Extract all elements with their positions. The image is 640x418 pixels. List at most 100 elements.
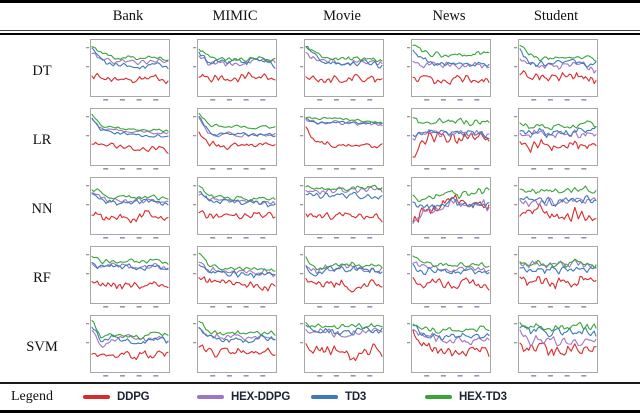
column-header-label: Bank: [112, 8, 144, 24]
series-line-td3: [412, 263, 490, 276]
row-label: NN: [31, 201, 53, 217]
series-line-td3: [91, 326, 169, 345]
series-line-ddpg: [91, 72, 169, 85]
table-bottom-rule: [0, 410, 640, 413]
series-line-ddpg: [305, 73, 383, 84]
series-line-td3: [412, 129, 490, 140]
plot-cell: [84, 177, 191, 242]
series-line-ddpg: [198, 344, 276, 358]
legend-rule: [0, 382, 640, 384]
plot-cell: [298, 108, 405, 173]
series-line-td3: [198, 191, 276, 208]
plot-cell: [512, 39, 619, 104]
series-line-hex-td3: [305, 256, 383, 271]
legend-item-td3: TD3: [311, 391, 425, 403]
series-line-hex-ddpg: [198, 55, 276, 67]
series-line-td3: [198, 115, 276, 138]
series-line-hex-td3: [412, 323, 490, 334]
subplot-rf-movie: [300, 246, 384, 308]
subplot-svm-news: [407, 315, 491, 377]
series-line-hex-ddpg: [198, 261, 276, 278]
series-line-hex-td3: [305, 322, 383, 330]
series-line-ddpg: [305, 278, 383, 293]
plot-cell: [191, 108, 298, 173]
series-line-hex-td3: [412, 187, 490, 202]
series-line-hex-td3: [305, 184, 383, 192]
column-header-label: MIMIC: [212, 8, 258, 24]
subplot-dt-movie: [300, 39, 384, 101]
plot-cell: [191, 39, 298, 104]
plot-cell: [84, 315, 191, 380]
hex-td3-color-swatch: [425, 395, 452, 399]
series-line-ddpg: [91, 350, 169, 361]
legend-row: Legend DDPG HEX-DDPG TD3 HEX-TD3: [0, 384, 640, 410]
subplot-dt-news: [407, 39, 491, 101]
subplot-nn-news: [407, 177, 491, 239]
plot-cell: [512, 177, 619, 242]
series-line-td3: [198, 326, 276, 344]
series-line-ddpg: [305, 211, 383, 223]
series-line-td3: [305, 265, 383, 277]
plot-row-svm: SVM: [0, 313, 640, 382]
series-line-ddpg: [305, 126, 383, 149]
series-line-td3: [305, 324, 383, 336]
subplot-lr-student: [514, 108, 598, 170]
plot-grid: DT LR NN RF SVM: [0, 37, 640, 382]
subplot-lr-movie: [300, 108, 384, 170]
series-line-td3: [91, 117, 169, 138]
column-header-label: Movie: [323, 8, 361, 24]
series-line-hex-td3: [412, 117, 490, 127]
series-line-hex-td3: [412, 255, 490, 268]
subplot-lr-mimic: [193, 108, 277, 170]
column-header-row: Bank MIMIC Movie News Student: [0, 3, 640, 30]
series-line-ddpg: [198, 131, 276, 151]
legend-item-label: DDPG: [117, 391, 150, 403]
subplot-svm-student: [514, 315, 598, 377]
subplot-dt-mimic: [193, 39, 277, 101]
series-line-hex-ddpg: [412, 128, 490, 141]
series-line-hex-td3: [91, 320, 169, 340]
series-line-td3: [412, 196, 490, 210]
series-line-ddpg: [412, 329, 490, 357]
subplot-nn-movie: [300, 177, 384, 239]
series-line-td3: [519, 266, 597, 275]
series-line-ddpg: [91, 210, 169, 224]
series-line-ddpg: [412, 277, 490, 291]
plot-cell: [405, 246, 512, 311]
series-line-ddpg: [198, 71, 276, 83]
series-line-hex-ddpg: [198, 193, 276, 206]
series-line-hex-td3: [519, 321, 597, 332]
row-label: RF: [33, 270, 51, 286]
series-line-hex-td3: [198, 252, 276, 272]
legend-item-hex-ddpg: HEX-DDPG: [197, 391, 311, 403]
subplot-rf-mimic: [193, 246, 277, 308]
plot-cell: [298, 39, 405, 104]
series-line-td3: [519, 48, 597, 68]
plot-cell: [512, 246, 619, 311]
legend-item-label: TD3: [345, 391, 367, 403]
subplot-dt-student: [514, 39, 598, 101]
series-line-ddpg: [412, 131, 490, 158]
series-line-ddpg: [519, 70, 597, 85]
subplot-nn-mimic: [193, 177, 277, 239]
series-line-ddpg: [412, 74, 490, 85]
series-line-hex-ddpg: [412, 261, 490, 273]
plot-cell: [191, 177, 298, 242]
subplot-lr-bank: [86, 108, 170, 170]
subplot-lr-news: [407, 108, 491, 170]
series-line-td3: [198, 51, 276, 69]
series-line-hex-ddpg: [519, 129, 597, 139]
series-line-td3: [519, 195, 597, 206]
series-line-hex-td3: [198, 48, 276, 63]
subplot-rf-student: [514, 246, 598, 308]
plot-cell: [84, 108, 191, 173]
series-line-ddpg: [305, 343, 383, 362]
series-line-hex-td3: [305, 116, 383, 124]
series-line-hex-td3: [198, 112, 276, 130]
legend-item-label: HEX-DDPG: [231, 391, 291, 403]
series-line-hex-ddpg: [412, 328, 490, 346]
series-line-ddpg: [198, 276, 276, 292]
plot-cell: [405, 177, 512, 242]
series-line-td3: [412, 324, 490, 341]
